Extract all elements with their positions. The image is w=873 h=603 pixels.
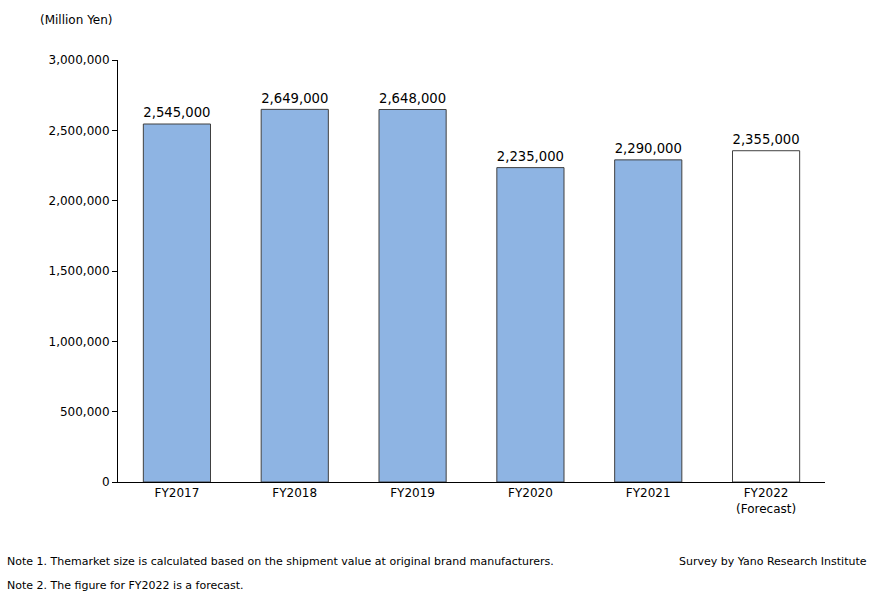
- svg-text:Survey by Yano Research Instit: Survey by Yano Research Institute: [679, 555, 867, 568]
- svg-text:2,290,000: 2,290,000: [615, 141, 682, 156]
- svg-text:2,355,000: 2,355,000: [733, 132, 800, 147]
- svg-text:2,500,000: 2,500,000: [49, 124, 110, 138]
- svg-text:3,000,000: 3,000,000: [49, 53, 110, 67]
- svg-text:FY2017: FY2017: [155, 486, 200, 500]
- svg-text:2,235,000: 2,235,000: [497, 149, 564, 164]
- svg-text:1,500,000: 1,500,000: [49, 264, 110, 278]
- svg-text:1,000,000: 1,000,000: [49, 335, 110, 349]
- svg-text:2,649,000: 2,649,000: [261, 91, 328, 106]
- svg-text:FY2018: FY2018: [272, 486, 317, 500]
- svg-text:2,648,000: 2,648,000: [379, 91, 446, 106]
- svg-text:FY2020: FY2020: [508, 486, 553, 500]
- svg-text:2,000,000: 2,000,000: [49, 194, 110, 208]
- svg-text:FY2021: FY2021: [626, 486, 671, 500]
- svg-text:Note 2. The figure for FY2022: Note 2. The figure for FY2022 is a forec…: [7, 579, 244, 592]
- svg-text:2,545,000: 2,545,000: [143, 105, 210, 120]
- svg-text:(Million Yen): (Million Yen): [40, 13, 113, 27]
- svg-text:Note 1. Themarket size is calc: Note 1. Themarket size is calculated bas…: [7, 555, 554, 568]
- svg-text:500,000: 500,000: [60, 405, 110, 419]
- svg-text:FY2022(Forecast): FY2022(Forecast): [736, 486, 796, 516]
- svg-text:0: 0: [102, 475, 110, 489]
- svg-text:FY2019: FY2019: [390, 486, 435, 500]
